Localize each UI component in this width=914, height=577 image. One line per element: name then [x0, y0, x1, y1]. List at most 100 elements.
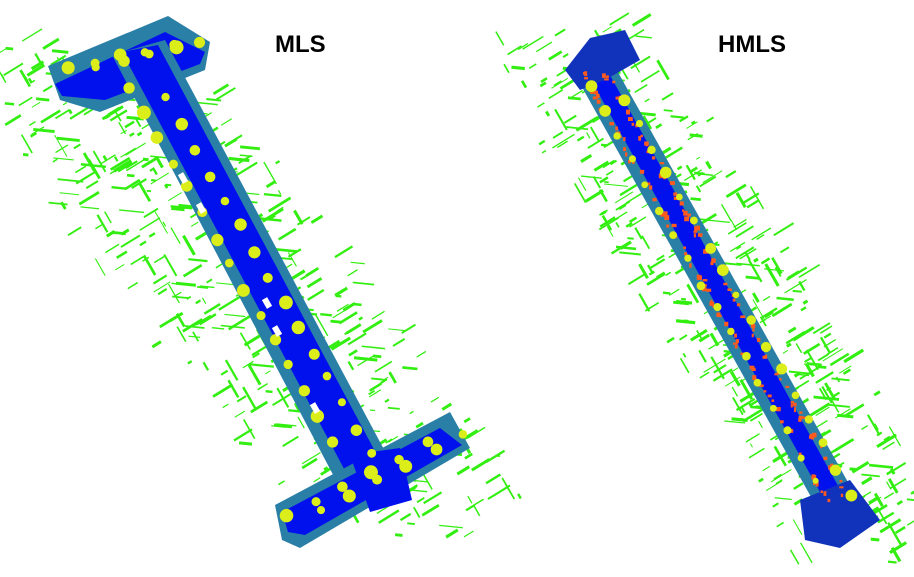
- vegetation-point: [248, 363, 274, 368]
- vegetation-point: [184, 325, 205, 329]
- vegetation-point: [80, 163, 107, 169]
- vegetation-point: [463, 530, 474, 538]
- vegetation-point: [54, 108, 71, 120]
- vegetation-point: [604, 183, 628, 187]
- vegetation-point: [694, 172, 713, 177]
- vegetation-point: [336, 303, 349, 312]
- vegetation-point: [772, 502, 779, 508]
- tree-point: [211, 233, 224, 247]
- vegetation-point: [416, 496, 425, 504]
- vegetation-point: [795, 373, 810, 377]
- vegetation-point: [685, 164, 696, 181]
- vehicle-point: [709, 301, 715, 306]
- vegetation-point: [746, 199, 760, 209]
- vegetation-point: [191, 314, 212, 328]
- vehicle-point: [652, 197, 657, 202]
- vegetation-point: [585, 189, 605, 203]
- vegetation-point: [154, 211, 168, 234]
- vegetation-point: [310, 214, 324, 224]
- vegetation-point: [699, 175, 717, 188]
- vegetation-point: [507, 45, 522, 56]
- vegetation-point: [785, 266, 808, 281]
- vegetation-point: [268, 215, 276, 221]
- vehicle-point: [734, 333, 737, 338]
- vegetation-point: [94, 258, 106, 276]
- vegetation-point: [773, 222, 795, 237]
- tree-point: [746, 315, 756, 325]
- vehicle-point: [628, 159, 631, 164]
- vehicle-point: [736, 303, 741, 307]
- vegetation-point: [212, 83, 230, 96]
- vegetation-point: [401, 323, 416, 334]
- vegetation-point: [332, 307, 350, 319]
- vegetation-point: [792, 289, 802, 293]
- vegetation-point: [215, 263, 223, 269]
- vehicle-point: [763, 390, 767, 393]
- hmls-main-street-road: [590, 68, 846, 510]
- mls-point-cloud: MLS: [0, 16, 522, 548]
- vegetation-point: [644, 98, 650, 103]
- vegetation-point: [51, 49, 69, 54]
- vegetation-point: [445, 528, 459, 539]
- tree-point: [399, 459, 413, 473]
- vegetation-point: [151, 340, 162, 349]
- vehicle-point: [740, 352, 744, 356]
- vegetation-point: [593, 160, 610, 172]
- vegetation-point: [127, 281, 139, 290]
- vegetation-point: [805, 349, 819, 371]
- vegetation-point: [388, 435, 399, 443]
- tree-point: [732, 291, 740, 299]
- vegetation-point: [772, 451, 789, 463]
- vegetation-point: [195, 101, 218, 106]
- tree-point: [783, 426, 792, 435]
- vegetation-point: [439, 524, 463, 529]
- vegetation-point: [271, 425, 286, 428]
- vehicle-point: [596, 99, 601, 104]
- vegetation-point: [201, 297, 207, 305]
- tree-point: [613, 132, 621, 140]
- vehicle-point: [798, 415, 804, 419]
- vegetation-point: [886, 481, 892, 490]
- vegetation-point: [192, 331, 200, 342]
- vegetation-point: [724, 420, 744, 424]
- tree-point: [689, 216, 698, 225]
- tree-point: [818, 438, 828, 448]
- tree-point: [342, 489, 356, 503]
- vegetation-point: [787, 326, 797, 334]
- vegetation-point: [724, 262, 742, 266]
- vehicle-point: [679, 201, 684, 206]
- tree-point: [367, 448, 377, 458]
- tree-point: [635, 119, 644, 128]
- vegetation-point: [120, 234, 141, 248]
- vegetation-point: [323, 466, 329, 471]
- vegetation-point: [589, 126, 600, 143]
- vegetation-point: [618, 204, 627, 211]
- vehicle-point: [798, 452, 802, 456]
- vegetation-point: [197, 285, 209, 289]
- vegetation-point: [822, 348, 844, 362]
- vehicle-point: [710, 261, 714, 266]
- vegetation-point: [735, 192, 747, 209]
- vegetation-point: [352, 302, 362, 307]
- vegetation-point: [220, 369, 229, 376]
- vegetation-point: [842, 368, 852, 375]
- panel-label-mls: MLS: [275, 31, 326, 58]
- vegetation-point: [745, 433, 760, 443]
- vegetation-point: [233, 428, 253, 442]
- tree-point: [394, 454, 404, 465]
- vegetation-point: [587, 137, 604, 149]
- vegetation-point: [602, 159, 615, 169]
- tree-point: [422, 436, 434, 448]
- vegetation-point: [113, 159, 133, 173]
- vegetation-point: [296, 216, 311, 226]
- tree-point: [742, 351, 751, 361]
- vegetation-point: [4, 114, 22, 127]
- vegetation-point: [190, 221, 199, 227]
- tree-point: [234, 218, 247, 231]
- vegetation-point: [388, 328, 407, 332]
- vegetation-point: [563, 114, 577, 124]
- vegetation-point: [640, 69, 660, 83]
- vegetation-point: [265, 370, 271, 375]
- vegetation-point: [835, 408, 851, 419]
- vehicle-point: [684, 253, 687, 256]
